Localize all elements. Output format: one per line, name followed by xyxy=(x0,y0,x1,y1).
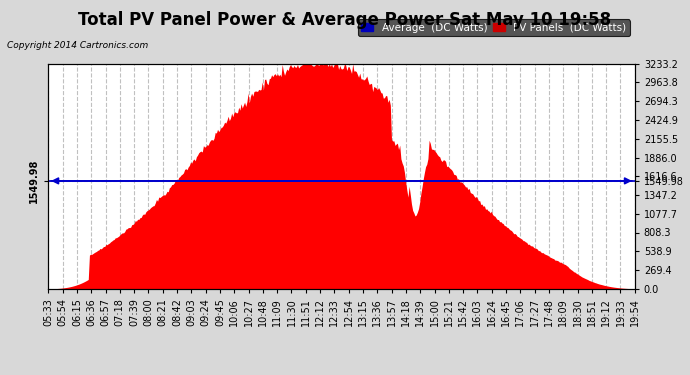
Legend: Average  (DC Watts), PV Panels  (DC Watts): Average (DC Watts), PV Panels (DC Watts) xyxy=(357,20,629,36)
Text: Copyright 2014 Cartronics.com: Copyright 2014 Cartronics.com xyxy=(7,41,148,50)
Text: Total PV Panel Power & Average Power Sat May 10 19:58: Total PV Panel Power & Average Power Sat… xyxy=(79,11,611,29)
